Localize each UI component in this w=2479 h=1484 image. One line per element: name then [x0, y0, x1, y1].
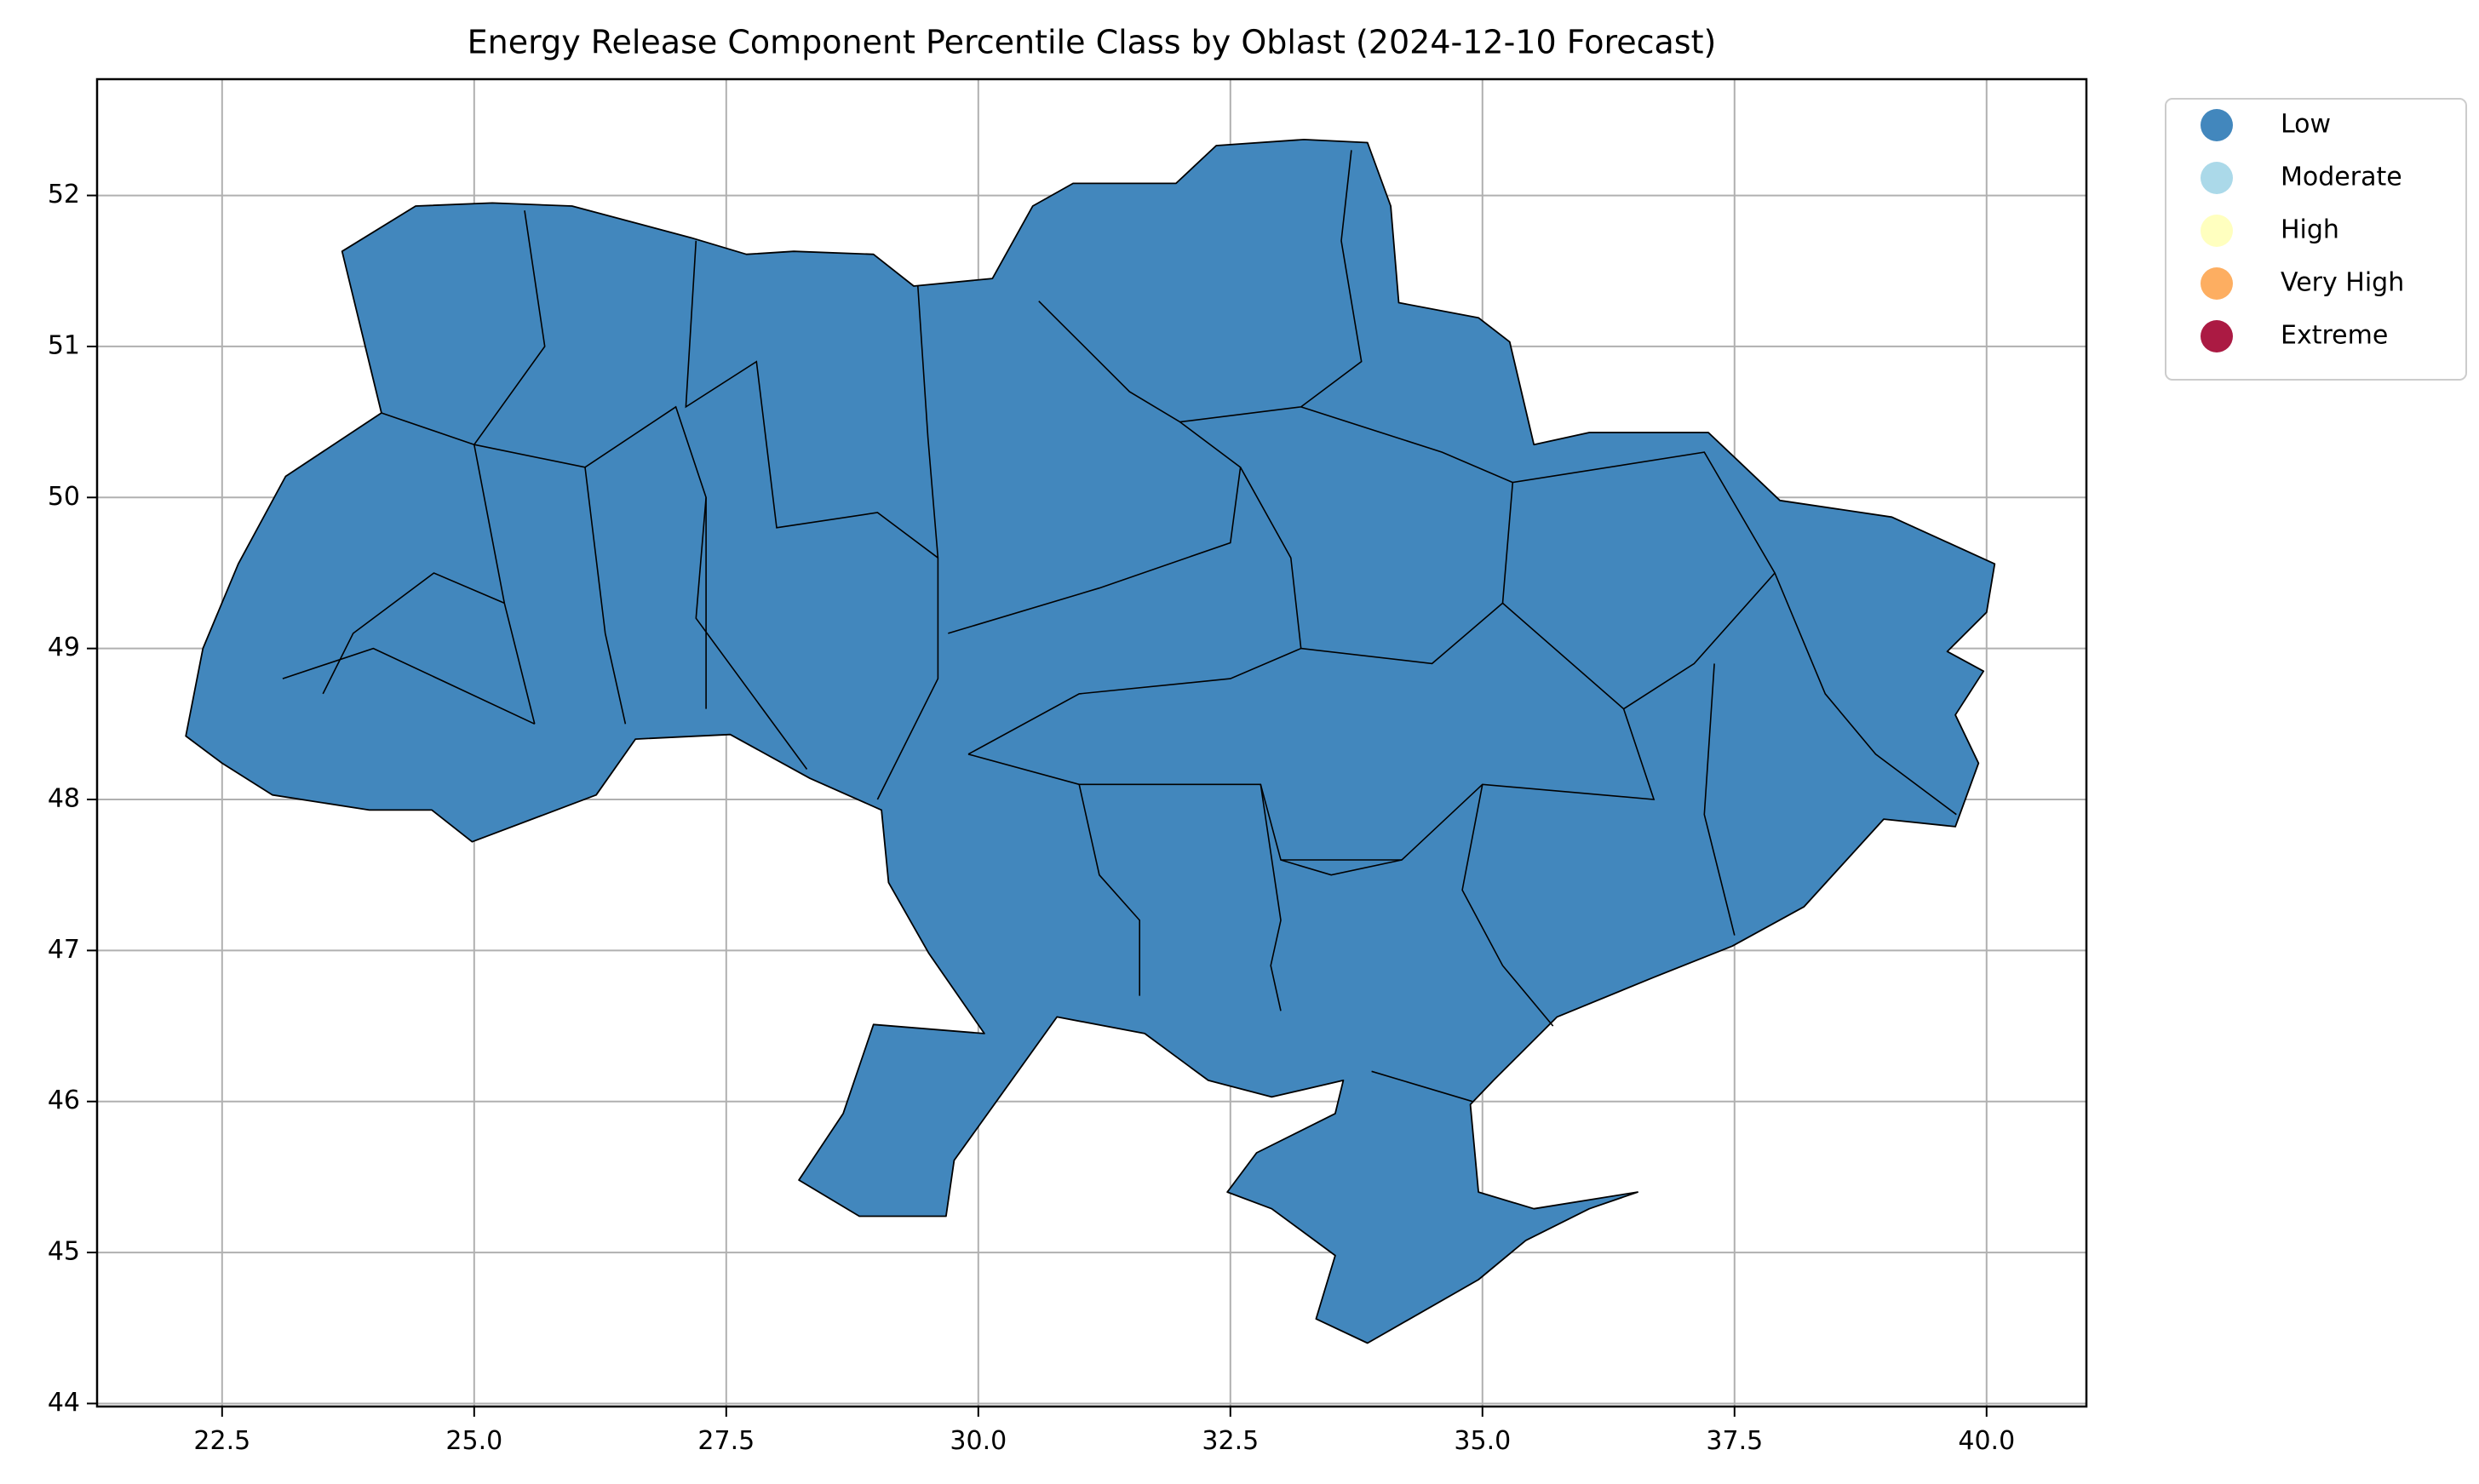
legend-label: Moderate [2281, 163, 2402, 192]
x-tick-label: 27.5 [697, 1426, 755, 1456]
oblast-border [322, 572, 505, 695]
oblast-border [1461, 784, 1554, 1027]
y-tick-label: 49 [48, 633, 80, 662]
x-tick-label: 37.5 [1706, 1426, 1763, 1456]
x-tick-label: 30.0 [950, 1426, 1007, 1456]
oblast-border [473, 444, 627, 725]
oblast-border [1501, 451, 1776, 710]
x-tick-label: 25.0 [445, 1426, 502, 1456]
oblast-border [876, 285, 939, 800]
legend-label: Very High [2281, 268, 2404, 298]
oblast-border [584, 405, 707, 709]
legend-label: Extreme [2281, 321, 2388, 351]
oblast-border [1280, 859, 1403, 876]
legend-marker [2201, 215, 2233, 247]
oblast-border [1371, 1070, 1473, 1103]
y-tick-label: 52 [48, 180, 80, 209]
legend-label: Low [2281, 110, 2331, 140]
legend-marker [2201, 320, 2233, 352]
x-tick-label: 40.0 [1958, 1426, 2015, 1456]
legend-marker [2201, 162, 2233, 194]
y-tick-label: 47 [48, 935, 80, 965]
x-tick-label: 35.0 [1454, 1426, 1511, 1456]
map [185, 139, 1996, 1344]
oblast-border [1300, 406, 1514, 665]
x-tick-label: 22.5 [193, 1426, 250, 1456]
oblast-border [685, 240, 938, 559]
y-tick-label: 50 [48, 482, 80, 512]
legend-label: High [2281, 215, 2339, 245]
oblast-border [473, 210, 546, 445]
country-region [185, 139, 1996, 1344]
legend-marker [2201, 109, 2233, 141]
oblast-border [948, 421, 1242, 634]
oblast-border [967, 708, 1656, 861]
oblast-border [1078, 784, 1140, 996]
oblast-border [967, 467, 1302, 755]
y-tick-label: 48 [48, 784, 80, 814]
y-tick-label: 44 [48, 1388, 80, 1418]
oblast-border [695, 497, 808, 770]
y-tick-label: 51 [48, 330, 80, 360]
oblast-border [1703, 663, 1736, 936]
axes-frame [95, 77, 2088, 1408]
y-tick-label: 45 [48, 1237, 80, 1267]
oblast-border [1774, 572, 1957, 816]
chart-title: Energy Release Component Percentile Clas… [468, 24, 1717, 61]
oblast-border [1260, 784, 1282, 1011]
y-tick-label: 46 [48, 1086, 80, 1115]
oblast-border [282, 647, 536, 725]
x-tick-label: 32.5 [1202, 1426, 1259, 1456]
legend-box [2165, 98, 2467, 381]
oblast-border [381, 412, 536, 725]
legend-marker [2201, 267, 2233, 300]
